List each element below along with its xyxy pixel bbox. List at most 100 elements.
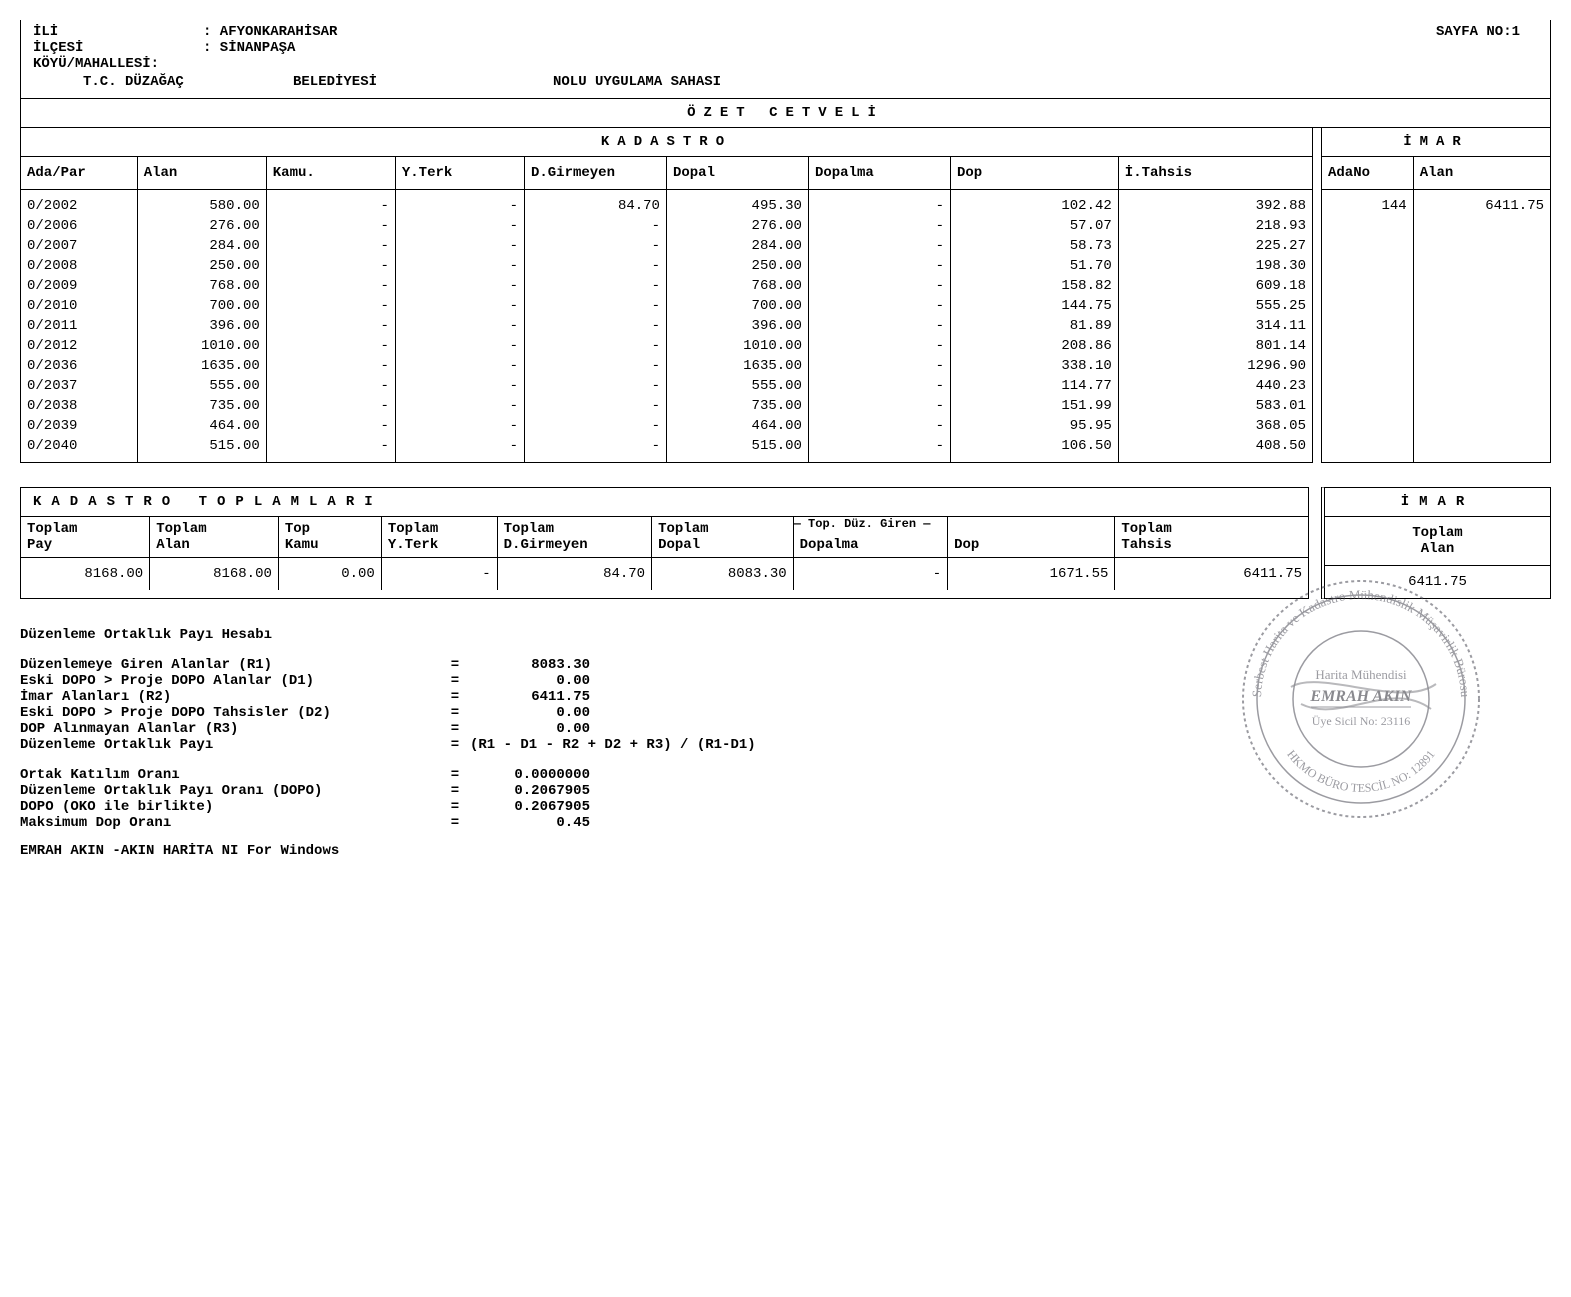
cell: - xyxy=(381,558,497,591)
cell: - xyxy=(266,296,395,316)
calc-label: Ortak Katılım Oranı xyxy=(20,767,440,783)
calc-formula-label: Düzenleme Ortaklık Payı xyxy=(20,737,440,753)
calc-value: 0.00 xyxy=(470,705,770,721)
stamp-line1: Harita Mühendisi xyxy=(1315,667,1407,682)
nolu-text: NOLU UYGULAMA SAHASI xyxy=(553,74,873,90)
cell: - xyxy=(395,396,524,416)
cell: 735.00 xyxy=(137,396,266,416)
cell: - xyxy=(808,256,950,276)
cell xyxy=(1413,336,1550,356)
table-row xyxy=(1322,416,1550,436)
cell: 1296.90 xyxy=(1118,356,1312,376)
equals-sign: = xyxy=(440,799,470,815)
cell: - xyxy=(395,190,524,217)
ktot-col-tahsis: ToplamTahsis xyxy=(1115,517,1308,558)
kadastro-totals-heading: KADASTRO TOPLAMLARI xyxy=(21,488,1308,517)
table-row: 0/2038735.00---735.00-151.99583.01 xyxy=(21,396,1312,416)
table-row xyxy=(1322,396,1550,416)
cell: - xyxy=(808,336,950,356)
calc-label: Eski DOPO > Proje DOPO Tahsisler (D2) xyxy=(20,705,440,721)
cell: - xyxy=(395,296,524,316)
ktot-col-dopal: ToplamDopal xyxy=(652,517,794,558)
calc-label: Eski DOPO > Proje DOPO Alanlar (D1) xyxy=(20,673,440,689)
cell xyxy=(1413,356,1550,376)
cell xyxy=(1322,216,1413,236)
calc-label: Düzenleme Ortaklık Payı Oranı (DOPO) xyxy=(20,783,440,799)
imar-col-alan: Alan xyxy=(1413,157,1550,190)
cell: 0/2039 xyxy=(21,416,137,436)
cell xyxy=(1322,256,1413,276)
cell xyxy=(1413,276,1550,296)
table-row xyxy=(1322,256,1550,276)
cell xyxy=(1413,296,1550,316)
itot-col: ToplamAlan xyxy=(1325,517,1550,566)
kadastro-table: Ada/ParAlanKamu.Y.TerkD.GirmeyenDopalDop… xyxy=(21,157,1312,462)
table-row: 0/2008250.00---250.00-51.70198.30 xyxy=(21,256,1312,276)
cell: 495.30 xyxy=(666,190,808,217)
cell: - xyxy=(395,336,524,356)
cell: 1671.55 xyxy=(948,558,1115,591)
cell: 735.00 xyxy=(666,396,808,416)
cell: 144 xyxy=(1322,190,1413,217)
calc-formula: (R1 - D1 - R2 + D2 + R3) / (R1-D1) xyxy=(470,737,970,753)
cell xyxy=(1322,336,1413,356)
cell: - xyxy=(808,296,950,316)
cell: 102.42 xyxy=(950,190,1118,217)
cell: 338.10 xyxy=(950,356,1118,376)
kadastro-col-3: Y.Terk xyxy=(395,157,524,190)
equals-sign: = xyxy=(440,783,470,799)
calc-value: 6411.75 xyxy=(470,689,770,705)
cell: - xyxy=(808,236,950,256)
cell: 0/2006 xyxy=(21,216,137,236)
kadastro-col-8: İ.Tahsis xyxy=(1118,157,1312,190)
calc-value: 0.2067905 xyxy=(470,799,770,815)
ktot-col-dop: Dop xyxy=(948,517,1115,558)
belediyesi-text: BELEDİYESİ xyxy=(293,74,553,90)
cell: 84.70 xyxy=(497,558,651,591)
equals-sign: = xyxy=(440,721,470,737)
cell: 284.00 xyxy=(137,236,266,256)
ktot-col-dopalma: — Top. Düz. Giren — Dopalma xyxy=(793,517,947,558)
cell: 0/2002 xyxy=(21,190,137,217)
cell xyxy=(1322,316,1413,336)
cell xyxy=(1322,436,1413,462)
cell xyxy=(1413,416,1550,436)
cell: - xyxy=(808,436,950,462)
cell: 801.14 xyxy=(1118,336,1312,356)
cell: 6411.75 xyxy=(1413,190,1550,217)
table-row: 0/2006276.00---276.00-57.07218.93 xyxy=(21,216,1312,236)
table-row xyxy=(1322,336,1550,356)
ktot-col-kamu: TopKamu xyxy=(278,517,381,558)
page-number: SAYFA NO:1 xyxy=(1436,24,1520,40)
cell: - xyxy=(524,436,666,462)
cell: 57.07 xyxy=(950,216,1118,236)
cell: - xyxy=(524,376,666,396)
cell: 1010.00 xyxy=(666,336,808,356)
cell: 0/2009 xyxy=(21,276,137,296)
cell: 515.00 xyxy=(666,436,808,462)
cell: 768.00 xyxy=(666,276,808,296)
ktot-col-alan: ToplamAlan xyxy=(150,517,279,558)
cell: 768.00 xyxy=(137,276,266,296)
kadastro-col-1: Alan xyxy=(137,157,266,190)
cell xyxy=(1413,436,1550,462)
cell: 225.27 xyxy=(1118,236,1312,256)
kadastro-totals-table: ToplamPay ToplamAlan TopKamu ToplamY.Ter… xyxy=(21,517,1308,590)
cell: 583.01 xyxy=(1118,396,1312,416)
cell: - xyxy=(395,256,524,276)
cell: 0.00 xyxy=(278,558,381,591)
table-row: 0/20361635.00---1635.00-338.101296.90 xyxy=(21,356,1312,376)
cell: - xyxy=(808,216,950,236)
cell: 276.00 xyxy=(137,216,266,236)
cell: - xyxy=(266,356,395,376)
cell: 1635.00 xyxy=(666,356,808,376)
calc-value: 8083.30 xyxy=(470,657,770,673)
cell xyxy=(1413,236,1550,256)
cell: - xyxy=(808,356,950,376)
equals-sign: = xyxy=(440,689,470,705)
tc-text: T.C. DÜZAĞAÇ xyxy=(33,74,293,90)
calc-value: 0.00 xyxy=(470,673,770,689)
cell: 609.18 xyxy=(1118,276,1312,296)
cell: - xyxy=(524,416,666,436)
cell: 0/2011 xyxy=(21,316,137,336)
